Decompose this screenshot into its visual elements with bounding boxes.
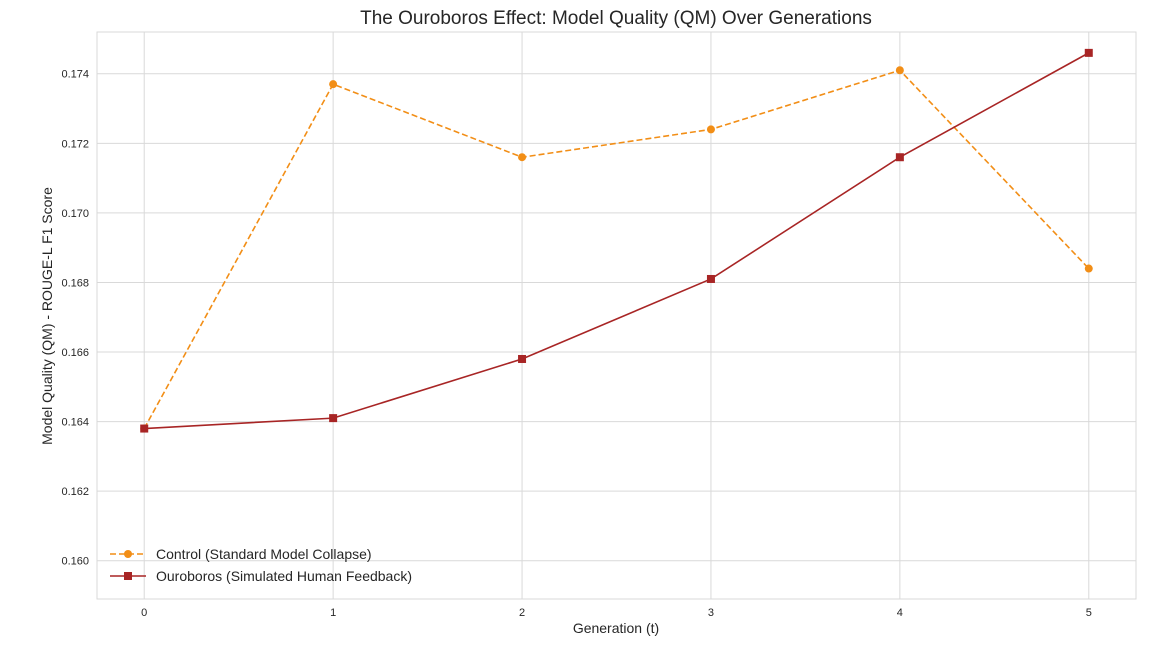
data-point [329,80,338,89]
grid-lines [97,32,1136,599]
series-1 [140,48,1093,433]
x-axis-label: Generation (t) [573,620,659,636]
data-point [1084,48,1093,57]
y-tick-label: 0.168 [61,277,89,289]
y-tick-label: 0.160 [61,556,89,568]
series-0 [140,66,1093,433]
data-point [518,354,527,363]
legend-item: Ouroboros (Simulated Human Feedback) [110,568,412,584]
y-tick-label: 0.174 [61,69,89,81]
x-tick-label: 5 [1086,607,1092,619]
legend-item: Control (Standard Model Collapse) [110,546,372,562]
data-point [1084,264,1093,273]
y-tick-label: 0.166 [61,347,89,359]
y-axis-label: Model Quality (QM) - ROUGE-L F1 Score [39,187,55,445]
y-tick-label: 0.164 [61,417,89,429]
x-tick-label: 1 [330,607,336,619]
y-tick-label: 0.162 [61,486,89,498]
x-tick-label: 2 [519,607,525,619]
legend-swatch-marker [124,572,132,580]
legend: Control (Standard Model Collapse) Ourobor… [110,546,412,584]
data-point [895,66,904,75]
y-tick-label: 0.172 [61,138,89,150]
data-point [706,125,715,134]
data-point [706,274,715,283]
legend-swatch-marker [124,550,132,558]
legend-label: Ouroboros (Simulated Human Feedback) [156,568,412,584]
chart-title: The Ouroboros Effect: Model Quality (QM)… [360,8,872,29]
x-tick-label: 0 [141,607,147,619]
x-tick-label: 3 [708,607,714,619]
data-point [895,153,904,162]
legend-label: Control (Standard Model Collapse) [156,546,372,562]
series-group [140,48,1093,433]
x-axis-ticks: 0 1 2 3 4 5 [141,607,1092,619]
y-tick-label: 0.170 [61,208,89,220]
y-axis-ticks: 0.160 0.162 0.164 0.166 0.168 0.170 0.172 0.174 [61,69,89,568]
data-point [329,414,338,423]
plot-area-frame [96,31,1137,600]
x-tick-label: 4 [897,607,903,619]
series-line [143,69,1090,429]
data-point [518,153,527,162]
series-line [144,52,1090,430]
data-point [140,424,149,433]
